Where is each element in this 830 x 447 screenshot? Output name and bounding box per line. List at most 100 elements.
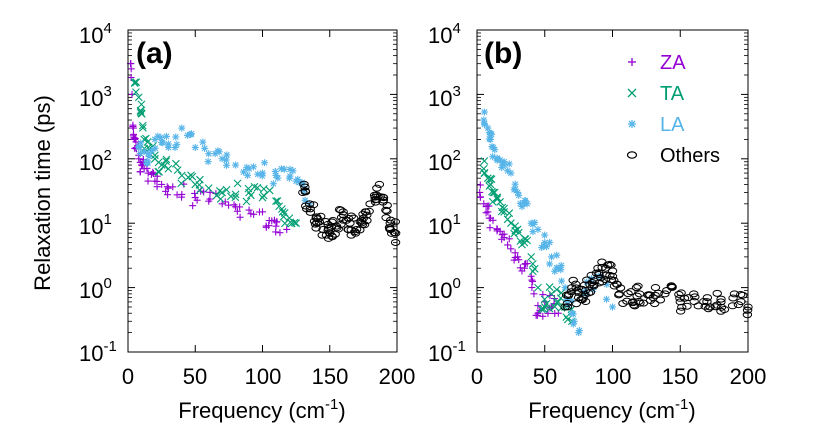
panel-b-point-la xyxy=(534,225,542,233)
panel-a-point-others xyxy=(333,225,344,233)
panel-a-point-za xyxy=(164,191,172,199)
y-axis-label: Relaxation time (ps) xyxy=(30,95,55,291)
panel-a-point-others xyxy=(385,226,396,234)
panel-b-point-others xyxy=(563,292,574,300)
legend-entry-la: LA xyxy=(628,114,685,136)
panel-b-point-others xyxy=(629,301,639,309)
panel-a-point-others xyxy=(362,217,372,225)
panel-a-point-ta xyxy=(227,192,235,201)
panel-b-point-la xyxy=(507,169,515,177)
legend-marker-others xyxy=(626,151,638,159)
panel-a-point-ta xyxy=(162,157,170,166)
panel-b-point-ta xyxy=(506,219,515,228)
panel-b-point-la xyxy=(558,277,566,285)
panel-b-point-others xyxy=(736,298,746,306)
panel-b-point-ta xyxy=(487,175,496,184)
panel-a-point-za xyxy=(136,168,144,176)
panel-b-point-others xyxy=(655,296,666,304)
panel-a-point-ta xyxy=(290,218,299,227)
panel-a-point-la xyxy=(269,180,277,188)
panel-a-ytick-label: 10-1 xyxy=(79,338,117,366)
panel-a-point-ta xyxy=(155,167,164,176)
panel-a-point-la xyxy=(289,167,297,175)
panel-b-point-ta xyxy=(489,188,498,197)
panel-a-point-la xyxy=(204,158,212,166)
panel-a-point-others xyxy=(364,207,374,215)
panel-a-point-others xyxy=(386,216,396,224)
panel-b-point-la xyxy=(480,108,488,116)
panel-b-point-others xyxy=(689,298,699,306)
panel-a-xtick-label: 150 xyxy=(312,364,349,389)
panel-a-point-za xyxy=(137,161,145,169)
panel-b-point-la xyxy=(570,317,578,325)
panel-b-ytick-label: 101 xyxy=(428,211,461,239)
panel-b-point-others xyxy=(607,272,618,280)
panel-a-point-la xyxy=(178,124,186,132)
panel-b-point-others xyxy=(562,299,573,307)
panel-a-point-ta xyxy=(242,197,251,206)
panel-b-point-others xyxy=(633,282,643,290)
panel-a-x-ticks: 0 50 100 150 200 xyxy=(122,364,415,389)
panel-a-point-ta xyxy=(265,186,274,195)
panel-a-point-la xyxy=(172,133,180,141)
panel-b-point-others xyxy=(594,270,604,278)
panel-a-ytick-label: 100 xyxy=(79,275,112,303)
panel-a-point-la xyxy=(159,139,167,147)
panel-a-point-za xyxy=(268,217,276,225)
panel-a-point-la xyxy=(151,144,159,152)
panel-b-point-others xyxy=(601,271,611,279)
panel-b-point-ta xyxy=(514,228,523,237)
panel-a-point-others xyxy=(365,200,375,208)
panel-a-point-ta xyxy=(184,173,193,182)
panel-b-point-others xyxy=(738,291,748,299)
panel-a-point-la xyxy=(232,161,240,169)
panel-b-x-axis-label: Frequency (cm-1) xyxy=(528,396,695,423)
panel-a-point-la xyxy=(201,144,209,152)
panel-b-point-others xyxy=(650,291,660,299)
panel-b-point-others xyxy=(677,303,687,311)
panel-a-point-la xyxy=(259,169,266,177)
panel-a-point-la xyxy=(145,153,153,161)
panel-b-point-za xyxy=(527,272,535,280)
panel-a-point-ta xyxy=(253,183,262,192)
panel-b-point-la xyxy=(548,253,556,261)
panel-a-point-ta xyxy=(196,175,204,184)
panel-b-point-za xyxy=(523,260,531,268)
panel-b-frame xyxy=(476,29,749,353)
panel-b-point-ta xyxy=(530,264,539,273)
panel-a-point-za xyxy=(164,184,172,192)
panel-a-point-ta xyxy=(132,78,141,87)
panel-a-y-ticks: 10-1 100 101 102 103 104 xyxy=(79,20,117,366)
panel-a-point-ta xyxy=(218,188,227,197)
panel-a-point-la xyxy=(184,131,192,139)
panel-a-point-ta xyxy=(247,191,255,200)
panel-a-point-za xyxy=(250,210,258,218)
panel-a-point-ta xyxy=(151,151,159,160)
panel-b-point-la xyxy=(488,130,496,138)
panel-a-point-others xyxy=(355,226,365,234)
panel-b-point-others xyxy=(568,276,578,284)
panel-a-point-ta xyxy=(292,219,301,228)
panel-a-point-ta xyxy=(233,179,242,188)
panel-a-point-others xyxy=(327,232,337,240)
panel-b-point-others xyxy=(650,283,661,291)
panel-b-point-others xyxy=(615,284,626,292)
panel-b-point-others xyxy=(702,294,713,302)
panel-a-point-ta xyxy=(273,197,282,205)
panel-a-point-ta xyxy=(177,171,186,180)
panel-a-point-ta xyxy=(137,109,146,118)
panel-a-point-ta xyxy=(162,155,171,164)
panel-a-point-ta xyxy=(138,121,147,130)
panel-a-ytick-label: 101 xyxy=(79,211,112,239)
panel-b-point-ta xyxy=(500,207,508,216)
panel-a-point-la xyxy=(162,132,170,140)
panel-a-point-others xyxy=(321,217,331,225)
panel-b-point-others xyxy=(628,298,638,306)
panel-b-point-la xyxy=(515,191,523,199)
legend-entry-za: ZA xyxy=(628,52,686,74)
panel-b-point-za xyxy=(528,276,536,284)
panel-b-point-others xyxy=(578,294,588,302)
panel-a-point-za xyxy=(193,196,201,204)
panel-b-point-za xyxy=(500,230,508,238)
panel-a-point-za xyxy=(147,170,155,178)
